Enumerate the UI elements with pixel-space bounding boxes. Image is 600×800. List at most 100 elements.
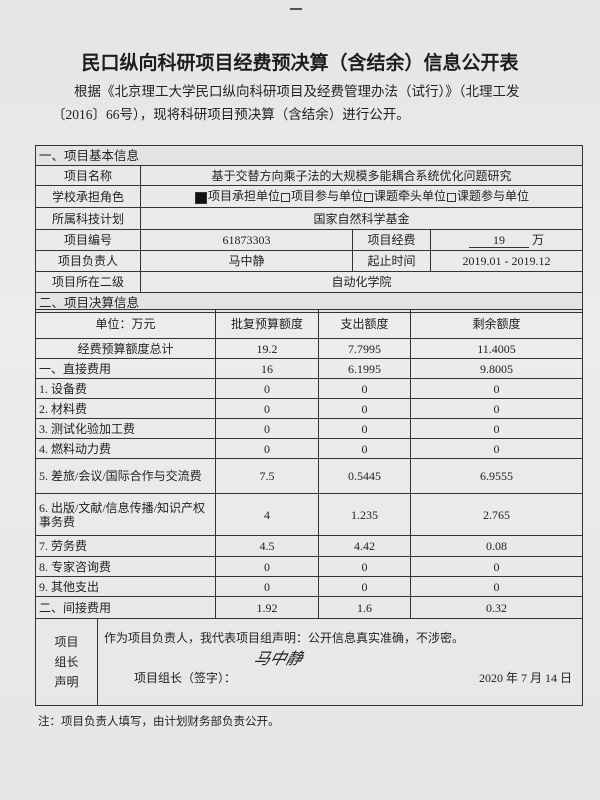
declaration-table: 项目组长声明 作为项目负责人，我代表项目组声明：公开信息真实准确，不涉密。 项目… bbox=[35, 618, 583, 706]
section-basic-info: 一、项目基本信息 bbox=[34, 145, 584, 166]
table-row: 二、间接费用 1.92 1.6 0.32 bbox=[35, 596, 583, 619]
table-row: 5. 差旅/会议/国际合作与交流费 7.5 0.5445 6.9555 bbox=[35, 458, 583, 494]
intro-line-2: 〔2016〕66号），现将科研项目预决算（含结余）进行公开。 bbox=[52, 107, 410, 122]
declaration-body: 作为项目负责人，我代表项目组声明：公开信息真实准确，不涉密。 项目组长（签字）：… bbox=[97, 618, 583, 706]
funding-cell: 19 万 bbox=[429, 229, 584, 251]
column-header: 单位：万元 bbox=[35, 309, 216, 339]
table-row: 6. 出版/文献/信息传播/知识产权事务费 4 1.235 2.765 bbox=[35, 493, 583, 536]
page-title: 民口纵向科研项目经费预决算（含结余）信息公开表 bbox=[81, 53, 519, 74]
budget-header-row: 单位：万元 批复预算额度 支出额度 剩余额度 bbox=[35, 309, 583, 339]
row-label: 9. 其他支出 bbox=[35, 576, 216, 597]
cell-value: 1.6 bbox=[318, 596, 411, 619]
plan-label: 所属科技计划 bbox=[35, 207, 141, 230]
cell-value: 1.235 bbox=[318, 493, 411, 536]
role-label: 学校承担角色 bbox=[35, 185, 141, 208]
role-option-label: 项目承担单位 bbox=[207, 189, 280, 204]
table-row: 7. 劳务费 4.5 4.42 0.08 bbox=[35, 535, 583, 557]
section-budget-info: 二、项目决算信息 bbox=[34, 292, 584, 313]
cell-value: 0 bbox=[318, 418, 411, 439]
basic-info-table: 一、项目基本信息 项目名称 基于交替方向乘子法的大规模多能耦合系统优化问题研究 学… bbox=[34, 145, 584, 313]
row-label: 1. 设备费 bbox=[35, 378, 216, 399]
cell-value: 6.9555 bbox=[410, 458, 583, 494]
column-header: 剩余额度 bbox=[410, 309, 583, 339]
checkbox-icon[interactable] bbox=[280, 193, 290, 203]
cell-value: 0 bbox=[410, 556, 583, 577]
cell-value: 0 bbox=[318, 398, 411, 419]
table-row: 3. 测试化验加工费 0 0 0 bbox=[35, 418, 583, 439]
cell-value: 11.4005 bbox=[410, 338, 583, 359]
signature: 马中静 bbox=[251, 651, 305, 668]
cell-value: 0 bbox=[215, 418, 319, 439]
budget-table: 单位：万元 批复预算额度 支出额度 剩余额度 经费预算额度总计 19.2 7.7995 11.… bbox=[35, 309, 583, 619]
checkbox-icon[interactable] bbox=[364, 193, 373, 203]
cell-value: 1.92 bbox=[215, 596, 319, 619]
cell-value: 0 bbox=[215, 398, 319, 419]
row-label: 6. 出版/文献/信息传播/知识产权事务费 bbox=[35, 493, 216, 536]
row-label: 二、间接费用 bbox=[35, 596, 216, 619]
declaration-text: 作为项目负责人，我代表项目组声明：公开信息真实准确，不涉密。 bbox=[104, 631, 465, 645]
dept-label: 项目所在二级 bbox=[35, 271, 141, 293]
role-options: 项目承担单位 项目参与单位 课题牵头单位 课题参与单位 bbox=[139, 185, 584, 208]
row-label: 3. 测试化验加工费 bbox=[35, 418, 216, 439]
table-row: 一、直接费用 16 6.1995 9.8005 bbox=[35, 358, 583, 379]
cell-value: 0.08 bbox=[410, 535, 583, 557]
footnote: 注：项目负责人填写，由计划财务部负责公开。 bbox=[38, 716, 280, 728]
declaration-date: 2020 年 7 月 14 日 bbox=[478, 671, 572, 685]
leader-label: 项目负责人 bbox=[35, 250, 141, 272]
row-label: 8. 专家咨询费 bbox=[35, 556, 216, 577]
cell-value: 0 bbox=[318, 576, 411, 597]
checked-checkbox-icon[interactable] bbox=[194, 191, 207, 204]
cell-value: 0 bbox=[410, 576, 583, 597]
table-row: 4. 燃料动力费 0 0 0 bbox=[35, 438, 583, 459]
cell-value: 0 bbox=[215, 556, 319, 577]
table-row: 8. 专家咨询费 0 0 0 bbox=[35, 556, 583, 577]
cell-value: 0 bbox=[215, 378, 319, 399]
name-label: 项目名称 bbox=[35, 165, 141, 186]
sign-label: 项目组长（签字）： bbox=[134, 671, 237, 685]
cell-value: 0 bbox=[410, 378, 583, 399]
column-header: 批复预算额度 bbox=[215, 309, 319, 339]
cell-value: 2.765 bbox=[410, 493, 583, 536]
row-label: 5. 差旅/会议/国际合作与交流费 bbox=[35, 458, 216, 494]
cell-value: 4 bbox=[215, 493, 319, 536]
cell-value: 16 bbox=[215, 358, 319, 379]
cell-value: 4.42 bbox=[318, 535, 411, 557]
cell-value: 9.8005 bbox=[410, 358, 583, 379]
table-row: 经费预算额度总计 19.2 7.7995 11.4005 bbox=[35, 338, 583, 359]
cell-value: 0 bbox=[215, 576, 319, 597]
cell-value: 0.32 bbox=[410, 596, 583, 619]
project-name: 基于交替方向乘子法的大规模多能耦合系统优化问题研究 bbox=[139, 165, 584, 186]
intro-line-1: 根据《北京理工大学民口纵向科研项目及经费管理办法（试行）》（北理工发 bbox=[74, 84, 520, 99]
cell-value: 0 bbox=[215, 438, 319, 459]
funding-value: 19 bbox=[469, 233, 529, 248]
funding-label: 项目经费 bbox=[352, 229, 431, 251]
funding-unit: 万 bbox=[532, 232, 545, 247]
cell-value: 0 bbox=[410, 418, 583, 439]
row-label: 一、直接费用 bbox=[35, 358, 216, 379]
cell-value: 0 bbox=[410, 438, 583, 459]
plan-value: 国家自然科学基金 bbox=[139, 207, 584, 230]
cell-value: 0 bbox=[318, 378, 411, 399]
period-label: 起止时间 bbox=[352, 250, 431, 272]
cell-value: 19.2 bbox=[215, 338, 319, 359]
leader-value: 马中静 bbox=[140, 250, 353, 272]
role-option-label: 课题参与单位 bbox=[457, 189, 530, 204]
cell-value: 7.5 bbox=[215, 458, 319, 494]
table-row: 2. 材料费 0 0 0 bbox=[35, 398, 583, 419]
project-number: 61873303 bbox=[140, 229, 353, 251]
row-label: 4. 燃料动力费 bbox=[35, 438, 216, 459]
declaration-label: 项目组长声明 bbox=[35, 618, 98, 706]
cell-value: 0 bbox=[410, 398, 583, 419]
checkbox-icon[interactable] bbox=[447, 193, 457, 203]
cell-value: 0 bbox=[318, 438, 411, 459]
cell-value: 4.5 bbox=[215, 535, 319, 557]
row-label: 7. 劳务费 bbox=[35, 535, 216, 557]
cell-value: 0 bbox=[318, 556, 411, 577]
table-row: 9. 其他支出 0 0 0 bbox=[35, 576, 583, 597]
dept-value: 自动化学院 bbox=[139, 271, 584, 293]
cell-value: 6.1995 bbox=[318, 358, 411, 379]
column-header: 支出额度 bbox=[318, 309, 411, 339]
role-option-label: 课题牵头单位 bbox=[374, 189, 447, 204]
row-label: 2. 材料费 bbox=[35, 398, 216, 419]
period-value: 2019.01 - 2019.12 bbox=[429, 250, 584, 272]
